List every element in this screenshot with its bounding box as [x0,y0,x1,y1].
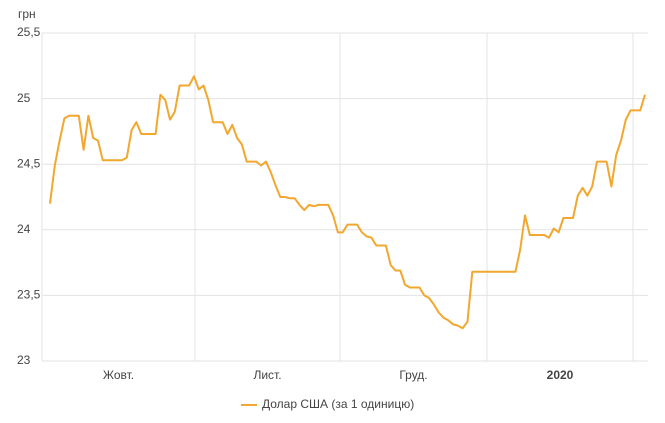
legend-label: Долар США (за 1 одиницю) [262,397,414,411]
y-tick-label: 23,5 [17,288,41,302]
x-tick-label: Груд. [399,368,427,382]
y-tick-label: 24,5 [17,156,41,170]
y-tick-label: 25 [17,91,31,105]
y-tick-label: 24 [17,222,31,236]
data-line [49,75,646,330]
x-tick-label: Жовт. [103,368,134,382]
y-unit-label: грн [18,7,36,21]
y-tick-label: 23 [17,353,31,367]
x-tick-label: 2020 [547,368,574,382]
x-tick-label: Лист. [253,368,281,382]
y-tick-label: 25,5 [17,25,41,39]
